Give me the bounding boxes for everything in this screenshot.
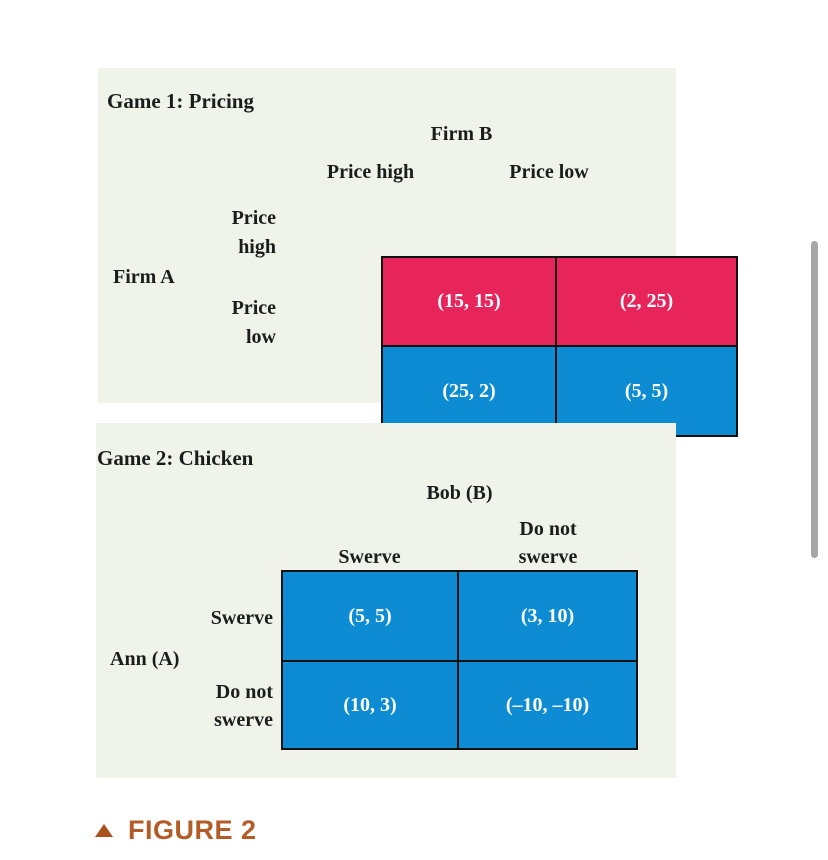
- figure-caption-label: FIGURE 2: [128, 815, 257, 845]
- vertical-scrollbar-thumb[interactable]: [811, 241, 818, 558]
- row-label-line: swerve: [214, 709, 273, 731]
- game1-payoff-matrix: (15, 15) (2, 25) (25, 2) (5, 5): [381, 256, 738, 437]
- game1-row-player-label: Firm A: [113, 266, 175, 288]
- payoff-cell-r2c2: (–10, –10): [459, 662, 636, 748]
- figure-caption: FIGURE 2: [95, 815, 257, 846]
- game1-title: Game 1: Pricing: [107, 89, 254, 113]
- game1-column-strategy-price-low: Price low: [509, 161, 589, 183]
- payoff-cell-r1c2: (2, 25): [557, 258, 736, 345]
- game2-panel: Game 2: Chicken Bob (B) Swerve Do not sw…: [96, 423, 676, 778]
- game2-row-player-label: Ann (A): [110, 648, 180, 670]
- game2-row-strategy-swerve: Swerve: [210, 607, 273, 629]
- row-label-line: Price: [231, 297, 276, 319]
- game2-column-player-label: Bob (B): [426, 482, 493, 504]
- game2-row-strategy-do-not-swerve: Do not swerve: [157, 678, 273, 734]
- game2-payoff-matrix: (5, 5) (3, 10) (10, 3) (–10, –10): [281, 570, 638, 750]
- payoff-cell-r1c2: (3, 10): [459, 572, 636, 660]
- game2-column-strategy-swerve: Swerve: [338, 546, 401, 568]
- payoff-cell-r2c1: (25, 2): [383, 347, 555, 435]
- payoff-cell-r1c1: (5, 5): [283, 572, 457, 660]
- game1-panel: Game 1: Pricing Firm B Price high Price …: [98, 68, 738, 437]
- row-label-line: Do not: [215, 681, 273, 703]
- payoff-cell-r2c2: (5, 5): [557, 347, 736, 435]
- row-label-line: high: [238, 236, 276, 258]
- game1-row-strategy-price-high: Price high: [160, 204, 276, 262]
- triangle-up-icon: [95, 824, 113, 837]
- game1-column-strategy-price-high: Price high: [326, 161, 415, 183]
- game1-column-player-label: Firm B: [430, 123, 493, 145]
- row-label-line: Price: [231, 207, 276, 229]
- col-label-line: Do not: [519, 518, 577, 540]
- payoff-cell-r2c1: (10, 3): [283, 662, 457, 748]
- game2-column-strategy-do-not-swerve: Do not swerve: [458, 515, 638, 571]
- game1-row-strategy-price-low: Price low: [160, 294, 276, 352]
- row-label-line: low: [246, 326, 276, 348]
- game2-title: Game 2: Chicken: [97, 446, 254, 470]
- col-label-line: swerve: [518, 546, 578, 568]
- payoff-cell-r1c1: (15, 15): [383, 258, 555, 345]
